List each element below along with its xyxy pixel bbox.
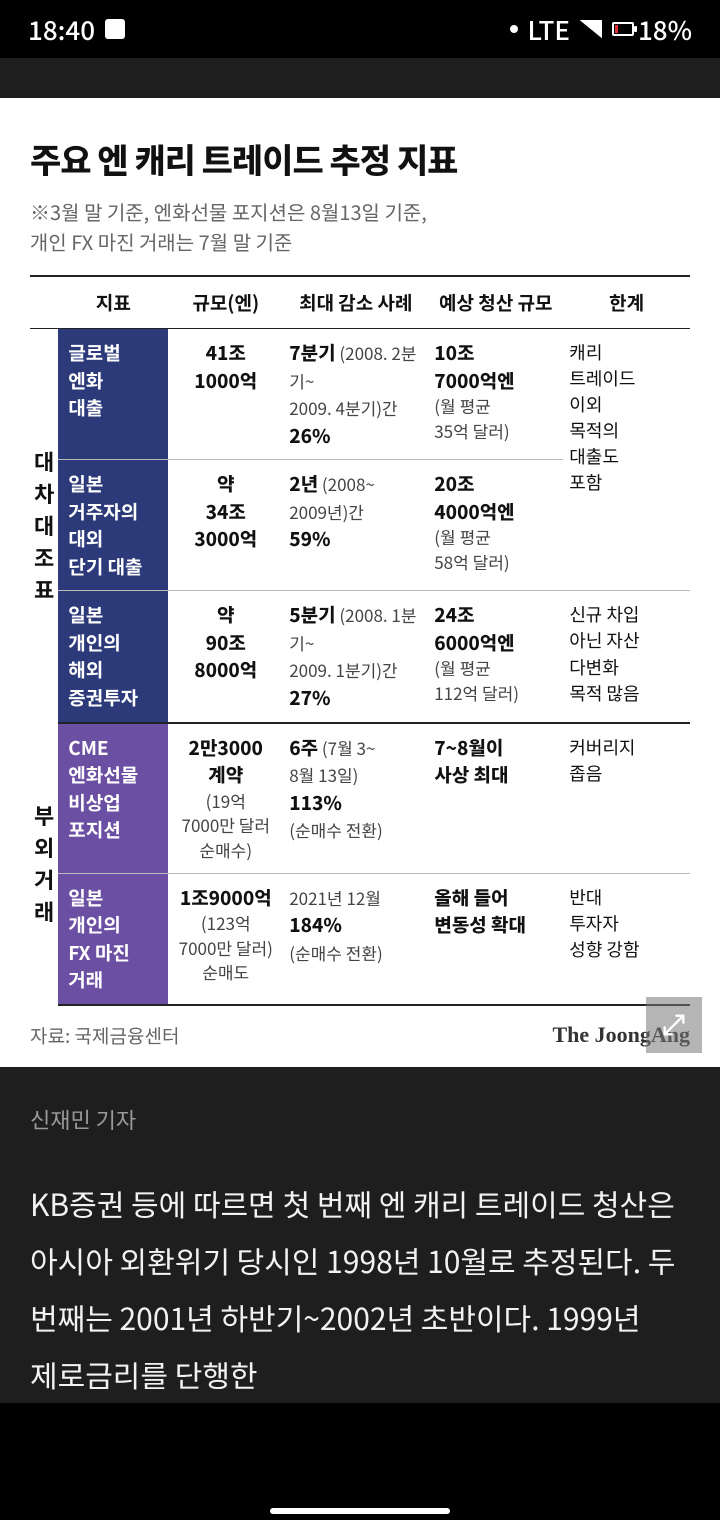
cell-size: 약90조8000억 [168,591,283,723]
expand-button[interactable] [646,997,702,1053]
cell-liquidation: 7~8월이사상 최대 [428,723,563,874]
cell-decline: 5분기 (2008. 1분기~2009. 1분기)간27% [283,591,428,723]
col-header: 최대 감소 사례 [283,276,428,329]
cell-liquidation: 20조4000억엔(월 평균58억 달러) [428,460,563,591]
cell-limit: 신규 차입아닌 자산다변화목적 많음 [563,591,690,723]
cell-size: 1조9000억(123억7000만 달러)순매도 [168,873,283,1005]
card-title: 주요 엔 캐리 트레이드 추정 지표 [30,134,690,183]
status-network: LTE [528,11,570,48]
article-body: KB증권 등에 따르면 첫 번째 엔 캐리 트레이드 청산은 아시아 외환위기 … [30,1175,690,1403]
table-row: 부외거래CME엔화선물비상업포지션2만3000계약(19억7000만 달러순매수… [30,723,690,874]
cell-limit: 커버리지좁음 [563,723,690,874]
cell-decline: 2021년 12월184%(순매수 전환) [283,873,428,1005]
data-table: 지표규모(엔)최대 감소 사례예상 청산 규모한계 대차대조표글로벌엔화대출41… [30,275,690,1006]
status-dot-icon [510,25,518,33]
row-category: 글로벌엔화대출 [58,329,168,460]
col-header: 규모(엔) [168,276,283,329]
row-category: 일본개인의FX 마진거래 [58,873,168,1005]
cell-size: 약34조3000억 [168,460,283,591]
home-indicator[interactable] [270,1508,450,1514]
group-label: 부외거래 [30,723,58,1005]
article-section[interactable]: 신재민 기자 KB증권 등에 따르면 첫 번째 엔 캐리 트레이드 청산은 아시… [0,1067,720,1403]
expand-icon [660,1011,688,1039]
cell-decline: 7분기 (2008. 2분기~2009. 4분기)간26% [283,329,428,460]
byline: 신재민 기자 [30,1103,690,1135]
table-head: 지표규모(엔)최대 감소 사례예상 청산 규모한계 [30,276,690,329]
card-footer: 자료: 국제금융센터 The JoongAng [30,1022,690,1049]
source-label: 자료: 국제금융센터 [30,1022,179,1049]
cell-decline: 6주 (7월 3~8월 13일)113%(순매수 전환) [283,723,428,874]
status-time: 18:40 [28,11,95,48]
row-category: 일본개인의해외증권투자 [58,591,168,723]
cell-decline: 2년 (2008~2009년)간59% [283,460,428,591]
status-app-indicator [105,19,125,39]
table-row: 대차대조표글로벌엔화대출41조1000억7분기 (2008. 2분기~2009.… [30,329,690,460]
col-header: 지표 [58,276,168,329]
cell-limit: 캐리트레이드이외목적의대출도포함 [563,329,690,591]
card-subtitle: ※3월 말 기준, 엔화선물 포지션은 8월13일 기준, 개인 FX 마진 거… [30,197,690,257]
col-header: 한계 [563,276,690,329]
cell-limit: 반대투자자성향 강함 [563,873,690,1005]
cell-liquidation: 올해 들어변동성 확대 [428,873,563,1005]
table-body: 대차대조표글로벌엔화대출41조1000억7분기 (2008. 2분기~2009.… [30,329,690,1005]
header-gap [0,58,720,98]
col-header: 예상 청산 규모 [428,276,563,329]
infographic-card[interactable]: 주요 엔 캐리 트레이드 추정 지표 ※3월 말 기준, 엔화선물 포지션은 8… [0,98,720,1067]
row-category: 일본거주자의대외단기 대출 [58,460,168,591]
cell-liquidation: 10조7000억엔(월 평균35억 달러) [428,329,563,460]
signal-icon [580,20,602,38]
cell-size: 2만3000계약(19억7000만 달러순매수) [168,723,283,874]
table-row: 일본개인의FX 마진거래1조9000억(123억7000만 달러)순매도2021… [30,873,690,1005]
battery-indicator: 18% [612,11,692,48]
status-right: LTE 18% [510,11,692,48]
battery-pct: 18% [638,11,692,48]
row-category: CME엔화선물비상업포지션 [58,723,168,874]
group-label: 대차대조표 [30,329,58,723]
status-bar: 18:40 LTE 18% [0,0,720,58]
cell-size: 41조1000억 [168,329,283,460]
battery-icon [612,22,634,36]
cell-liquidation: 24조6000억엔(월 평균112억 달러) [428,591,563,723]
table-row: 일본개인의해외증권투자약90조8000억5분기 (2008. 1분기~2009.… [30,591,690,723]
status-left: 18:40 [28,11,125,48]
